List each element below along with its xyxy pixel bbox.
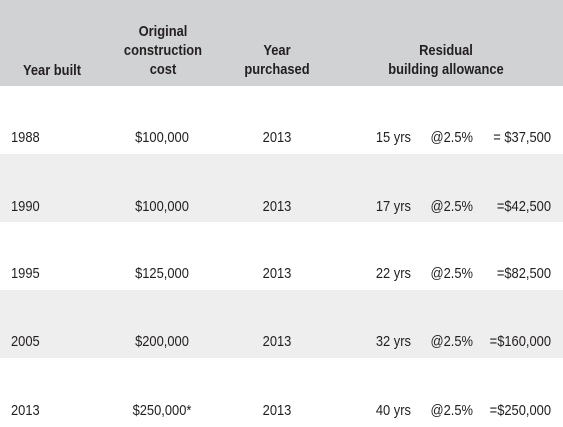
header-original-cost-line-1: Original — [138, 23, 188, 40]
header-year-purchased-line-2: purchased — [244, 61, 310, 78]
cell-cost: $200,000 — [135, 333, 189, 350]
cell-result: = $37,500 — [493, 129, 551, 146]
cell-rate: @2.5% — [430, 129, 473, 146]
table-header: Year built Original construction cost Ye… — [0, 0, 563, 86]
cell-years: 40 yrs — [375, 402, 411, 419]
table-row: 2005 $200,000 2013 32 yrs @2.5% =$160,00… — [0, 290, 563, 358]
cell-year-built: 1990 — [11, 198, 40, 215]
cell-cost: $250,000* — [132, 402, 192, 419]
table-row: 1990 $100,000 2013 17 yrs @2.5% =$42,500 — [0, 154, 563, 222]
header-original-cost-line-2: construction — [123, 42, 203, 59]
table-row: 2013 $250,000* 2013 40 yrs @2.5% =$250,0… — [0, 358, 563, 426]
header-year-built: Year built — [11, 61, 94, 80]
header-residual-allowance: Residual building allowance — [369, 41, 524, 79]
cell-result: =$42,500 — [496, 198, 551, 215]
cell-year-purchased: 2013 — [262, 402, 292, 419]
cell-cost: $100,000 — [135, 129, 189, 146]
cell-cost: $125,000 — [135, 265, 189, 282]
cell-years: 22 yrs — [375, 265, 411, 282]
cell-years: 15 yrs — [375, 129, 411, 146]
table-row: 1988 $100,000 2013 15 yrs @2.5% = $37,50… — [0, 86, 563, 154]
cell-year-built: 2005 — [11, 333, 40, 350]
cell-year-built: 2013 — [11, 402, 40, 419]
header-year-purchased-line-1: Year — [263, 42, 291, 59]
cell-year-built: 1988 — [11, 129, 40, 146]
cell-cost: $100,000 — [135, 198, 189, 215]
header-residual-line-1: Residual — [419, 42, 473, 59]
table-row: 1995 $125,000 2013 22 yrs @2.5% =$82,500 — [0, 222, 563, 290]
cell-rate: @2.5% — [430, 265, 473, 282]
header-year-built-line: Year built — [22, 62, 82, 79]
cell-result: =$82,500 — [496, 265, 551, 282]
header-original-cost-line-3: cost — [149, 61, 177, 78]
cell-rate: @2.5% — [430, 402, 473, 419]
cell-year-purchased: 2013 — [262, 129, 292, 146]
cell-years: 32 yrs — [375, 333, 411, 350]
cell-result: =$250,000 — [489, 402, 551, 419]
cell-years: 17 yrs — [375, 198, 411, 215]
header-original-cost: Original construction cost — [112, 22, 213, 79]
header-residual-line-2: building allowance — [388, 61, 504, 78]
cell-year-purchased: 2013 — [262, 265, 292, 282]
cell-year-built: 1995 — [11, 265, 40, 282]
cell-year-purchased: 2013 — [262, 198, 292, 215]
cell-year-purchased: 2013 — [262, 333, 292, 350]
header-year-purchased: Year purchased — [230, 41, 325, 79]
cell-result: =$160,000 — [489, 333, 551, 350]
cell-rate: @2.5% — [430, 333, 473, 350]
cell-rate: @2.5% — [430, 198, 473, 215]
